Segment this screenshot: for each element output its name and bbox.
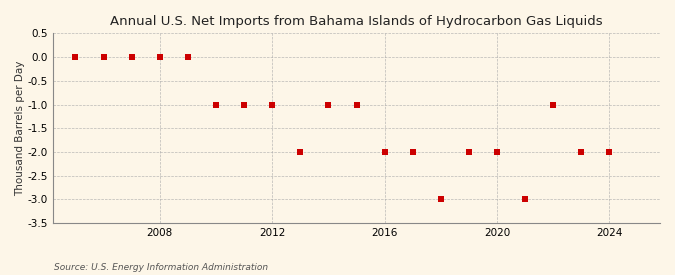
Title: Annual U.S. Net Imports from Bahama Islands of Hydrocarbon Gas Liquids: Annual U.S. Net Imports from Bahama Isla… (110, 15, 603, 28)
Y-axis label: Thousand Barrels per Day: Thousand Barrels per Day (15, 60, 25, 196)
Text: Source: U.S. Energy Information Administration: Source: U.S. Energy Information Administ… (54, 263, 268, 272)
